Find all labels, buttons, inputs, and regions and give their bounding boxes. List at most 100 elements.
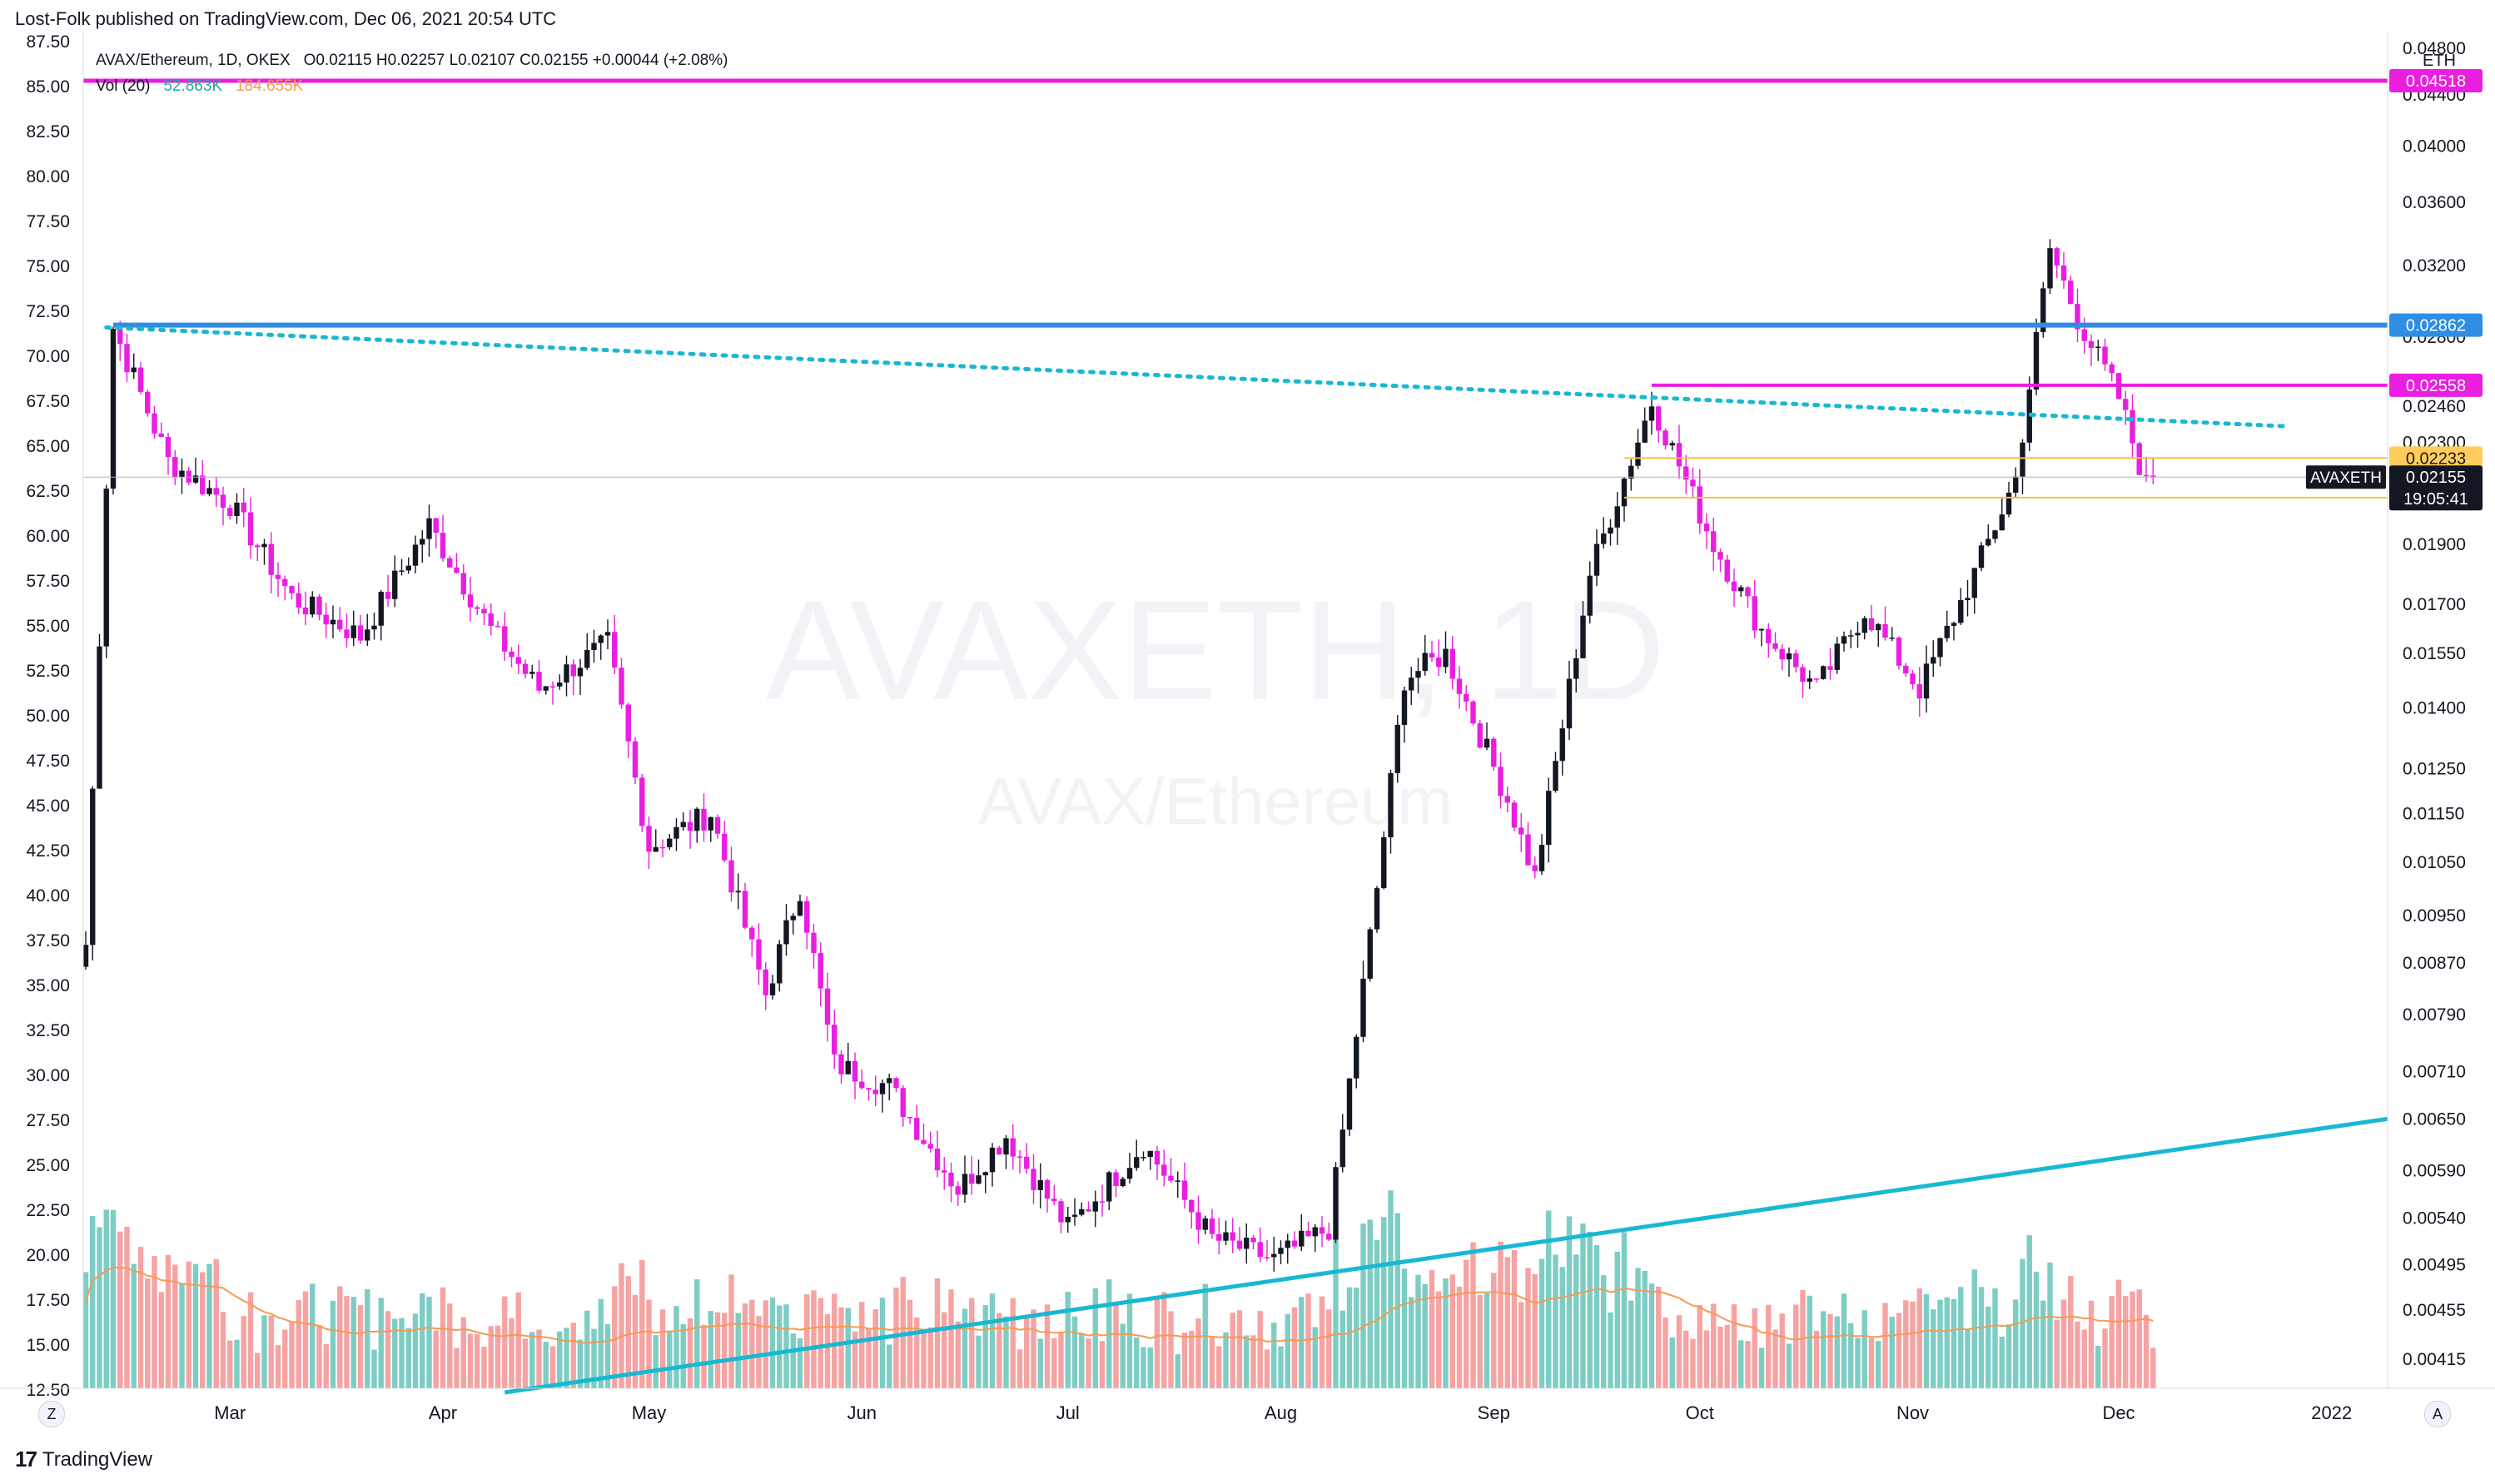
candle-body [481,608,487,614]
candle-body [1367,929,1373,979]
volume-bar [728,1274,734,1388]
candle-body [887,1078,892,1084]
volume-bar [165,1254,171,1388]
candle-body [385,592,391,599]
candle-body [1202,1218,1208,1230]
volume-bar [832,1293,837,1388]
right-axis-tick-label: 0.00495 [2403,1256,2466,1275]
volume-bar [1793,1304,1799,1388]
volume-bar [1992,1288,1998,1388]
volume-bar [192,1263,199,1388]
candle-body [1250,1238,1256,1243]
volume-bar [797,1338,803,1388]
right-axis-tick-label: 0.00710 [2403,1063,2466,1082]
volume-bar [1285,1313,1290,1388]
candle-body [1484,738,1490,748]
candle-body [200,475,206,494]
candle-body [921,1139,927,1144]
volume-bar [365,1288,370,1388]
candle-body [1992,530,1998,539]
candle-body [1855,633,1861,636]
candle-body [186,470,191,483]
volume-bar [1944,1297,1950,1388]
left-axis-tick-label: 12.50 [26,1381,70,1400]
right-axis-tick-label: 0.01250 [2403,760,2466,779]
auto-scale-button[interactable]: A [2424,1401,2451,1427]
volume-bar [1456,1286,1463,1388]
volume-bar [1024,1315,1030,1388]
volume-bar [296,1300,301,1388]
volume-bar [357,1305,364,1388]
volume-bar [1491,1273,1497,1388]
volume-bar [570,1323,576,1388]
volume-bar [2054,1319,2060,1388]
volume-bar [1986,1306,1991,1388]
volume-bar [1470,1242,1476,1388]
left-axis-tick-label: 60.00 [26,527,70,546]
drawings-layer[interactable] [83,78,2388,1395]
volume-bar [412,1313,419,1388]
candle-body [1766,628,1772,643]
volume-bar [1326,1309,1332,1388]
price-label-magenta-top: 0.04518 [2406,72,2466,91]
candle-body [893,1078,899,1089]
candle-body [378,592,384,626]
volume-bar [1484,1293,1490,1388]
volume-bar [948,1289,954,1388]
candle-body [1051,1199,1057,1202]
candle-body [1717,552,1723,560]
candle-body [1916,684,1922,699]
candle-body [1175,1180,1180,1182]
volume-bar [1834,1316,1840,1388]
volume-bar [1065,1292,1071,1388]
candle-body [399,570,405,572]
right-axis-tick-label: 0.00790 [2403,1005,2466,1025]
candle-body [598,635,604,643]
volume-bar [2040,1300,2046,1388]
zoom-reset-button[interactable]: Z [38,1401,65,1427]
volume-bar [1079,1334,1085,1388]
left-axis-tick-label: 27.50 [26,1111,70,1130]
candle-body [1141,1157,1146,1159]
candle-body [1813,678,1820,680]
left-axis-tick-label: 22.50 [26,1201,70,1220]
volume-bar [1958,1287,1964,1388]
volume-bar [1354,1288,1359,1388]
volume-bar [1511,1249,1518,1388]
candle-body [1058,1201,1064,1223]
candle-body [1065,1216,1071,1223]
candle-body [900,1088,906,1117]
candle-body [907,1116,913,1119]
volume-bar [1724,1324,1730,1388]
volume-bar [1601,1275,1607,1388]
candle-body [152,413,157,434]
volume-bar [145,1278,151,1388]
volume-bar [220,1312,226,1388]
candle-body [1703,523,1710,532]
volume-bar [927,1327,933,1388]
volume-bar [1841,1293,1847,1388]
candle-body [2150,475,2156,478]
candle-body [1772,643,1778,649]
left-axis-tick-label: 77.50 [26,212,70,231]
price-label-magenta-mid: 0.02558 [2406,377,2466,395]
volume-bar [1086,1338,1091,1388]
left-axis-tick-label: 72.50 [26,302,70,321]
volume-bar [673,1306,679,1388]
candle-body [997,1147,1002,1155]
volume-bar [2081,1329,2087,1388]
volume-legend[interactable]: Vol (20) 52.863K 184.655K [96,77,303,96]
volume-bar [158,1292,164,1388]
candle-body [420,539,425,545]
candle-body [1786,653,1792,660]
volume-bar [481,1347,487,1388]
symbol-legend[interactable]: AVAX/Ethereum, 1D, OKEX O0.02115 H0.0225… [96,52,728,70]
volume-bar [275,1345,281,1388]
volume-bar [1010,1298,1016,1388]
volume-bar [632,1294,639,1388]
volume-bar [1333,1238,1339,1388]
volume-indicator-label: Vol (20) [96,77,151,95]
candlesticks [82,239,2156,1272]
time-axis-tick-label: Dec [2102,1402,2135,1423]
